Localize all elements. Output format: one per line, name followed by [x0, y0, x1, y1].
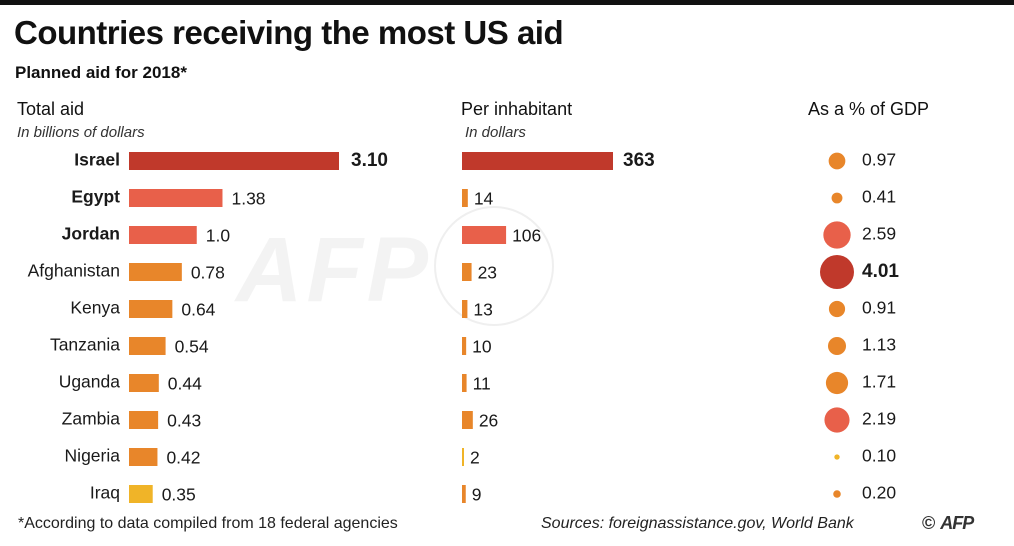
gdp-bubble: [825, 371, 849, 395]
gdp-value-label: 2.59: [862, 224, 896, 244]
gdp-heading: As a % of GDP: [808, 99, 930, 119]
per-inhabitant-value-label: 10: [472, 337, 492, 357]
per-inhabitant-value-label: 9: [472, 485, 482, 505]
gdp-value-label: 1.71: [862, 372, 896, 392]
category-label-nigeria: Nigeria: [65, 446, 121, 466]
per-inhabitant-bar: [462, 189, 468, 207]
total-aid-bar: [129, 374, 159, 392]
per-inhabitant-value-label: 106: [512, 226, 541, 246]
gdp-bubble: [834, 454, 840, 460]
total-aid-bar: [129, 337, 166, 355]
gdp-bubble: [833, 490, 841, 498]
gdp-bubble: [828, 300, 846, 318]
gdp-value-label: 0.10: [862, 446, 896, 466]
total-aid-bar: [129, 189, 223, 207]
per-inhabitant-bar: [462, 374, 467, 392]
total-aid-value-label: 0.42: [166, 448, 200, 468]
afp-watermark: AFP: [236, 219, 432, 321]
gdp-value-label: 0.91: [862, 298, 896, 318]
category-label-kenya: Kenya: [70, 298, 120, 318]
total-aid-value-label: 0.43: [167, 411, 201, 431]
per-inhabitant-value-label: 26: [479, 411, 498, 431]
afp-logo: © AFP: [922, 513, 974, 534]
per-inhabitant-bar: [462, 152, 613, 170]
footnote: *According to data compiled from 18 fede…: [18, 515, 398, 532]
per-inhabitant-heading: Per inhabitant: [461, 99, 573, 119]
per-inhabitant-bar: [462, 411, 473, 429]
total-aid-value-label: 0.64: [181, 300, 215, 320]
gdp-value-label: 0.97: [862, 150, 896, 170]
gdp-bubble: [824, 407, 850, 433]
sources: Sources: foreignassistance.gov, World Ba…: [541, 515, 854, 532]
category-label-afghanistan: Afghanistan: [28, 261, 120, 281]
total-aid-bar: [129, 448, 158, 466]
gdp-value-label: 2.19: [862, 409, 896, 429]
category-label-egypt: Egypt: [71, 187, 120, 207]
total-aid-value-label: 0.54: [175, 337, 209, 357]
gdp-bubble: [831, 192, 843, 204]
total-aid-bar: [129, 485, 153, 503]
total-aid-value-label: 1.0: [206, 226, 231, 246]
per-inhabitant-unit: In dollars: [465, 124, 526, 141]
per-inhabitant-bar: [462, 226, 507, 244]
total-aid-bar: [129, 300, 173, 318]
gdp-value-label: 1.13: [862, 335, 896, 355]
gdp-value-label: 4.01: [862, 261, 899, 282]
per-inhabitant-value-label: 14: [474, 189, 494, 209]
per-inhabitant-value-label: 13: [473, 300, 492, 320]
total-aid-value-label: 0.44: [168, 374, 202, 394]
total-aid-bar: [129, 152, 339, 170]
category-label-jordan: Jordan: [62, 224, 120, 244]
gdp-value-label: 0.41: [862, 187, 896, 207]
total-aid-value-label: 1.38: [231, 189, 265, 209]
total-aid-value-label: 3.10: [351, 150, 388, 171]
per-inhabitant-value-label: 363: [623, 150, 655, 171]
copyright-symbol: ©: [922, 513, 936, 533]
per-inhabitant-bar: [462, 485, 466, 503]
total-aid-bar: [129, 411, 159, 429]
gdp-bubble: [828, 152, 846, 170]
total-aid-bar: [129, 226, 197, 244]
gdp-value-label: 0.20: [862, 483, 896, 503]
chart-title: Countries receiving the most US aid: [14, 14, 564, 51]
chart-subtitle: Planned aid for 2018*: [15, 63, 187, 82]
total-aid-value-label: 0.35: [162, 485, 196, 505]
per-inhabitant-bar: [462, 263, 472, 281]
top-bar: [0, 0, 1014, 5]
per-inhabitant-value-label: 11: [473, 374, 491, 394]
per-inhabitant-bar: [462, 448, 464, 466]
total-aid-unit: In billions of dollars: [17, 124, 145, 141]
afp-logo-text: AFP: [940, 513, 974, 533]
category-label-tanzania: Tanzania: [50, 335, 120, 355]
per-inhabitant-value-label: 23: [478, 263, 497, 283]
gdp-bubble: [823, 221, 851, 249]
category-label-iraq: Iraq: [90, 483, 120, 503]
watermark-ball: [434, 206, 554, 326]
per-inhabitant-bar: [462, 337, 467, 355]
total-aid-bar: [129, 263, 182, 281]
gdp-bubble: [820, 255, 854, 289]
total-aid-value-label: 0.78: [191, 263, 225, 283]
category-label-israel: Israel: [74, 150, 120, 170]
category-label-uganda: Uganda: [59, 372, 121, 392]
gdp-bubble: [827, 336, 847, 356]
per-inhabitant-bar: [462, 300, 468, 318]
category-label-zambia: Zambia: [62, 409, 121, 429]
per-inhabitant-value-label: 2: [470, 448, 480, 468]
total-aid-heading: Total aid: [17, 99, 85, 119]
